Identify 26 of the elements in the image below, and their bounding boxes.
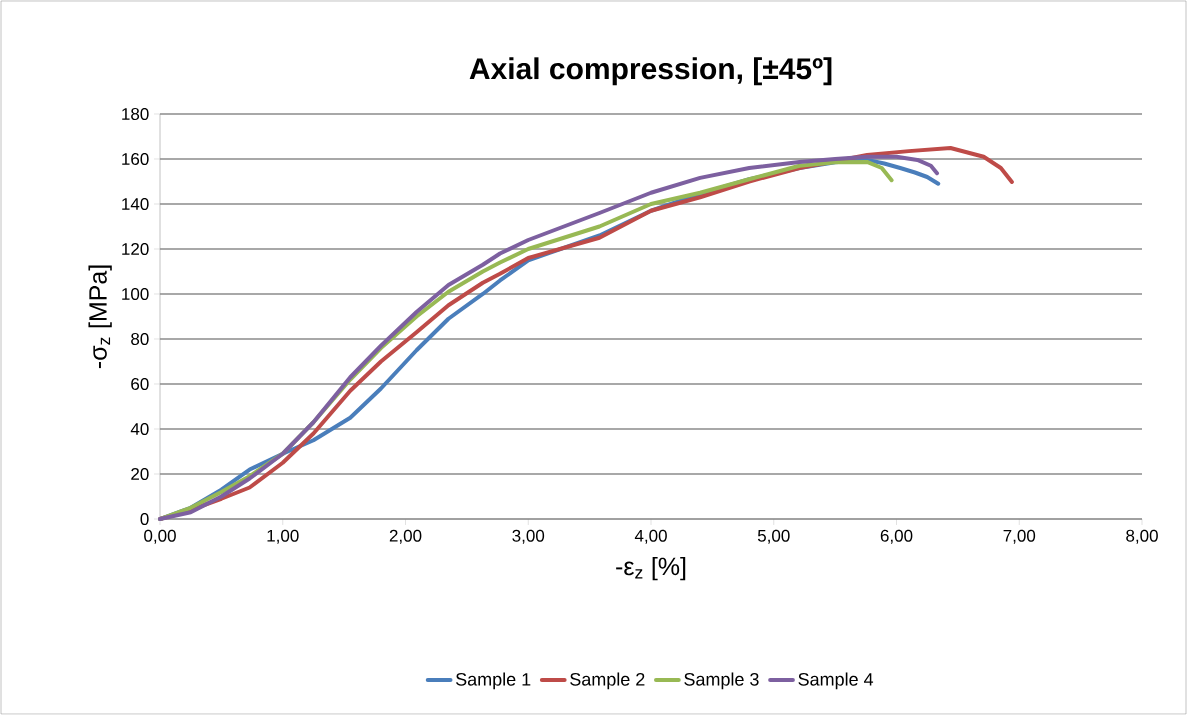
x-tick-label: 7,00 xyxy=(1003,529,1036,544)
y-tick-label: 40 xyxy=(130,422,149,436)
legend-label: Sample 3 xyxy=(684,672,759,690)
x-tick-label: 8,00 xyxy=(1126,529,1158,544)
y-axis-title: -σ$_{z}$ [MPa] xyxy=(88,265,112,369)
legend-label: Sample 4 xyxy=(798,672,874,690)
x-axis-title: -ε$_{z}$ [%] xyxy=(616,556,686,581)
y-tick-label: 120 xyxy=(122,242,149,256)
y-tick-label: 80 xyxy=(131,332,149,346)
y-tick-label: 140 xyxy=(122,197,149,211)
x-tick-label: 0,00 xyxy=(144,529,176,544)
chart-title: Axial compression, [±45º] xyxy=(469,57,832,86)
y-tick-label: 100 xyxy=(122,287,149,301)
y-tick-label: 180 xyxy=(122,107,149,121)
y-tick-label: 0 xyxy=(140,512,149,526)
legend-label: Sample 2 xyxy=(570,672,645,690)
legend-label: Sample 1 xyxy=(455,672,531,690)
y-tick-label: 20 xyxy=(131,467,149,481)
x-tick-label: 2,00 xyxy=(389,529,422,544)
x-tick-label: 6,00 xyxy=(880,529,913,544)
y-tick-label: 160 xyxy=(122,152,149,166)
x-tick-label: 1,00 xyxy=(267,529,299,544)
y-tick-label: 60 xyxy=(131,377,149,391)
x-tick-label: 5,00 xyxy=(757,529,790,544)
x-tick-label: 3,00 xyxy=(512,529,545,544)
x-tick-label: 4,00 xyxy=(634,529,667,544)
